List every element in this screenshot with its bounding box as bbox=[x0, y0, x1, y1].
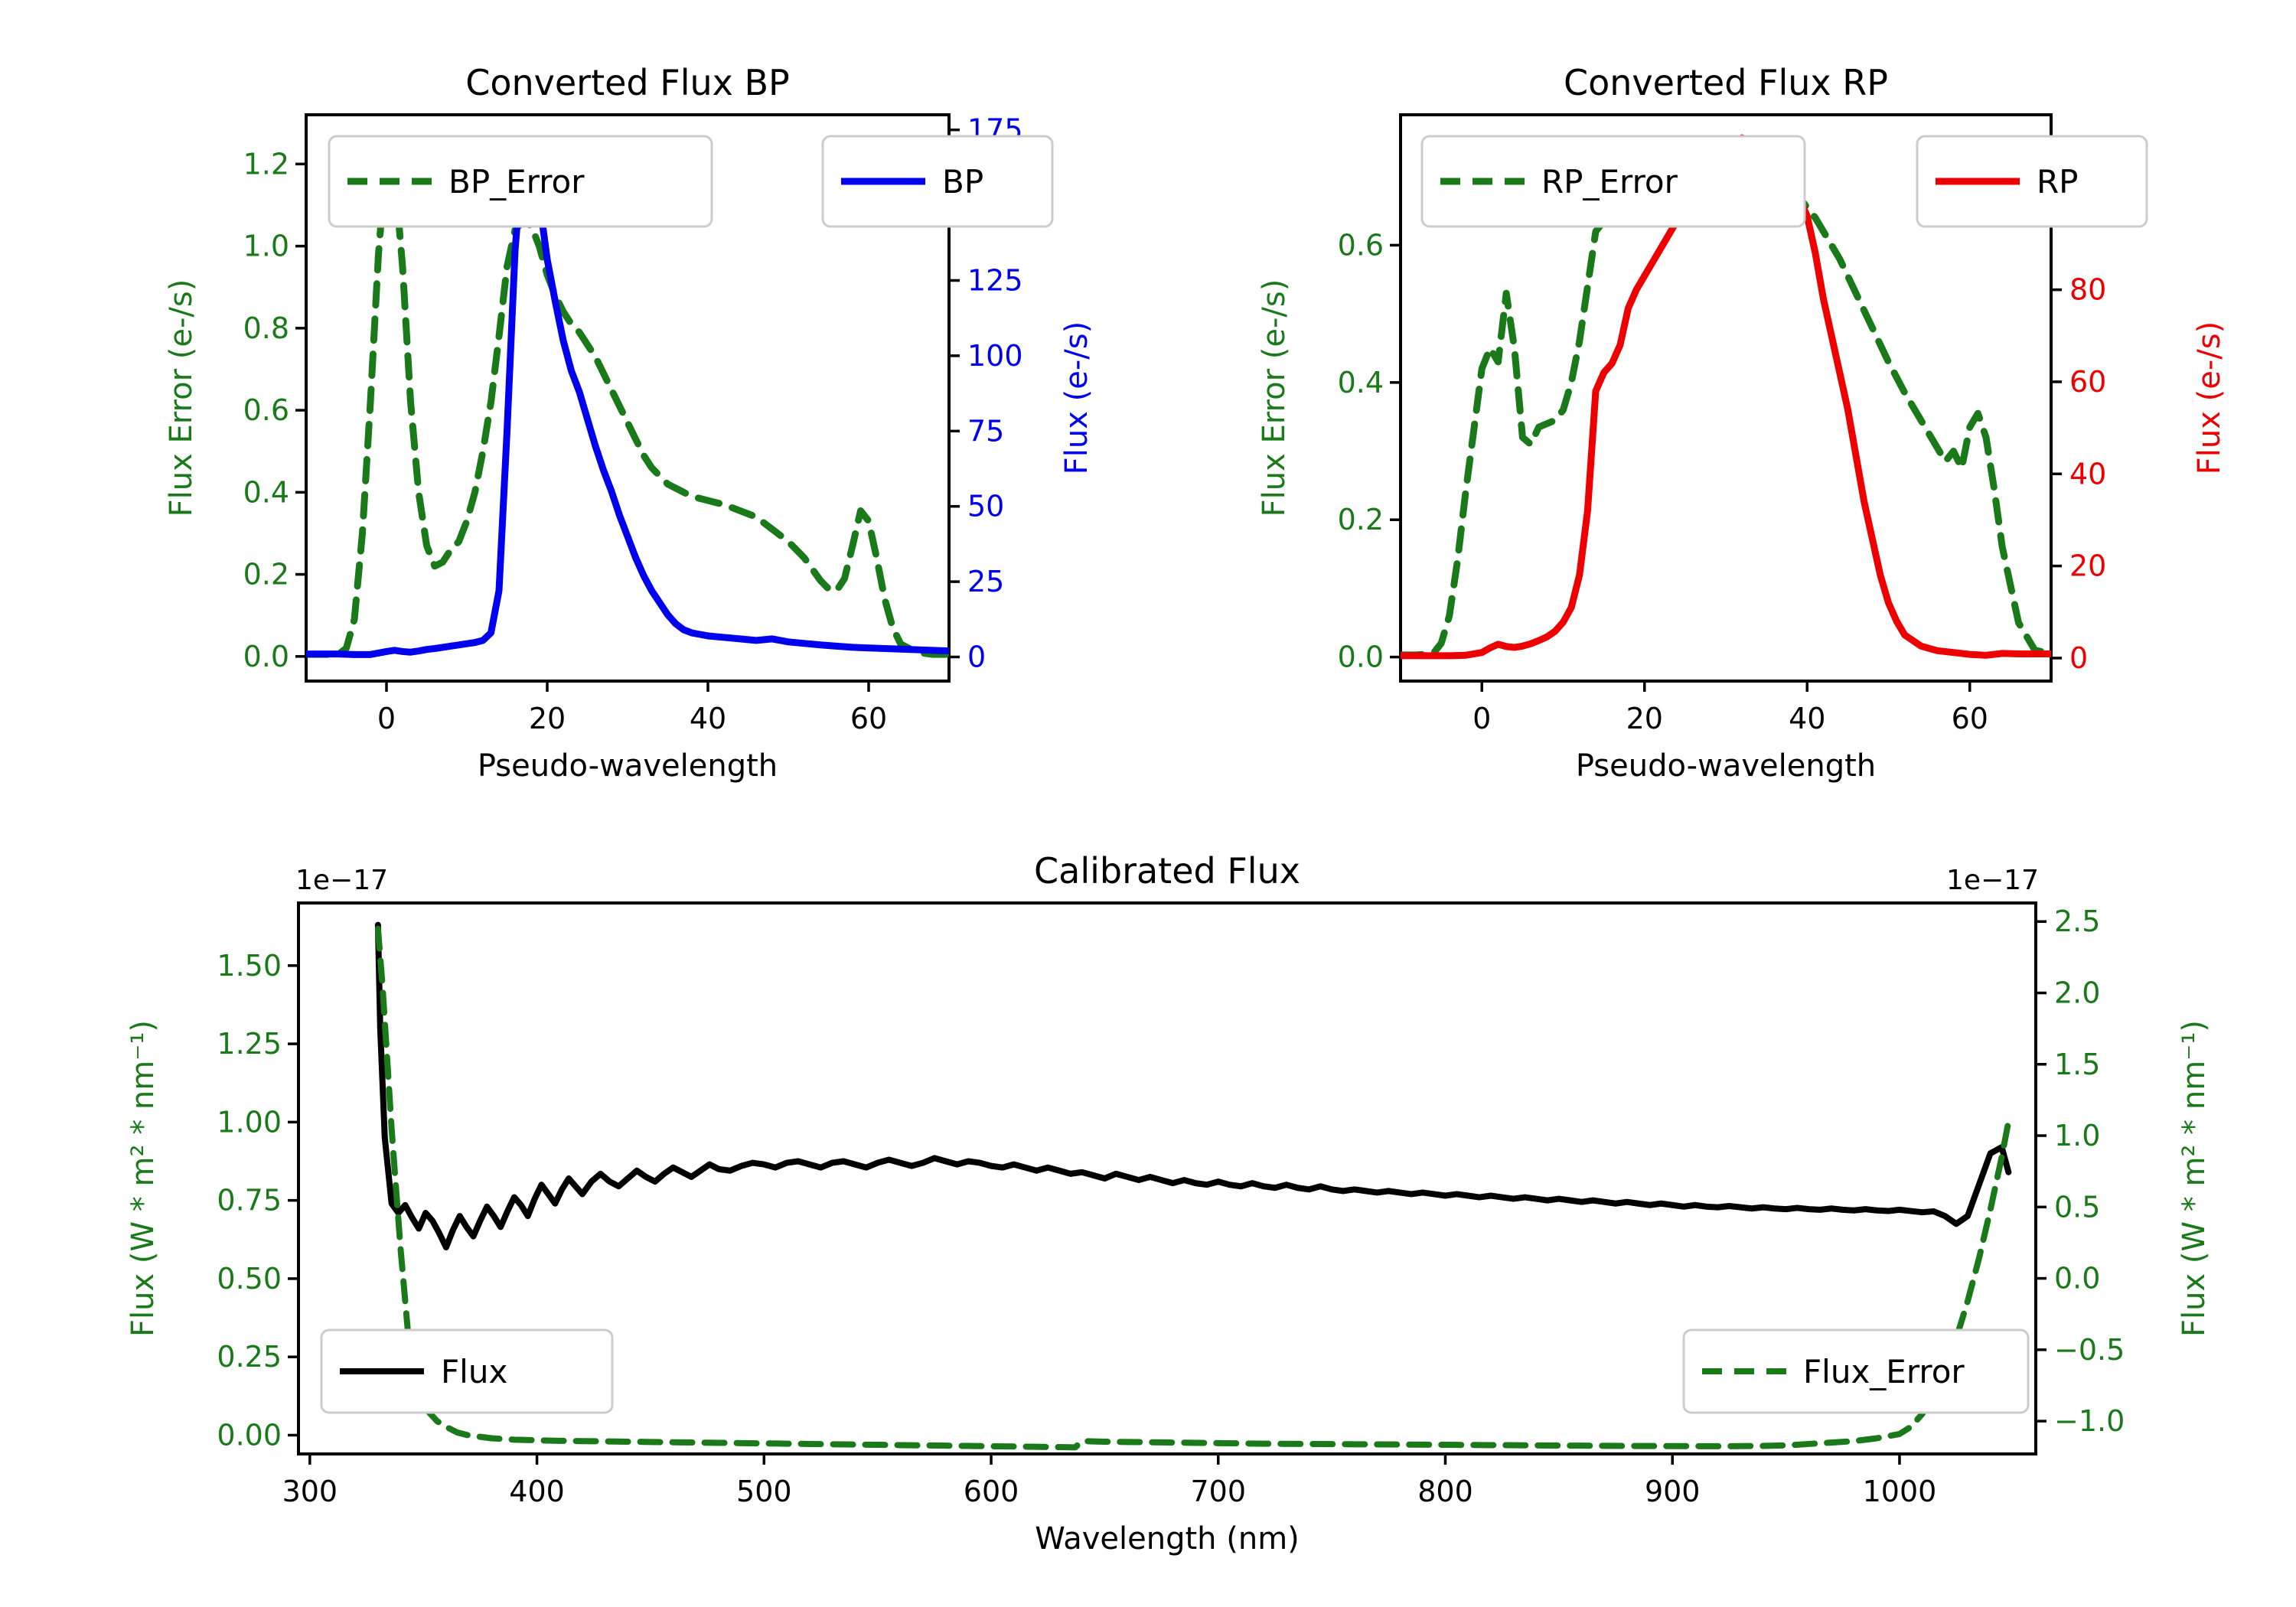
y-tick-label-right: 0 bbox=[2069, 641, 2088, 675]
series-line-bp_error bbox=[306, 152, 949, 658]
x-tick-label: 900 bbox=[1645, 1475, 1701, 1508]
legend-label-flux_error: Flux_Error bbox=[1803, 1353, 1965, 1390]
legend-bp[interactable]: BP bbox=[821, 135, 1054, 228]
legend-flux_error[interactable]: Flux_Error bbox=[1682, 1328, 2030, 1414]
y-tick-label-left: 0.2 bbox=[243, 558, 289, 592]
y-tick-label-right: 80 bbox=[2069, 273, 2106, 307]
y-tick-label-left: 0.8 bbox=[243, 311, 289, 345]
x-tick-label: 800 bbox=[1417, 1475, 1473, 1508]
y-tick-label-right: 0 bbox=[967, 641, 986, 674]
plot-frame bbox=[305, 113, 951, 683]
calibrated_flux-canvas: Calibrated Flux 1e−17 1e−17 300 400 500 600 700… bbox=[126, 850, 2212, 1556]
legend-bp_error[interactable]: BP_Error bbox=[328, 135, 713, 228]
converted_flux_bp-canvas: Converted Flux BP 0 20 40 60 Pseudo-wavelengt… bbox=[164, 62, 1094, 784]
y-tick-label-right: 0.0 bbox=[2054, 1262, 2100, 1296]
y-tick-label-right: 1.0 bbox=[2054, 1119, 2100, 1152]
y-tick-label-right: −0.5 bbox=[2054, 1333, 2125, 1367]
y-tick-label-right: 25 bbox=[967, 565, 1004, 598]
y-tick-label-left: 0.6 bbox=[1338, 228, 1384, 262]
y-axis-label-left: Flux (W * m² * nm⁻¹) bbox=[126, 1020, 161, 1337]
y-tick-label-left: 1.2 bbox=[243, 147, 289, 181]
legend-rp[interactable]: RP bbox=[1916, 135, 2148, 228]
y-tick-label-left: 0.75 bbox=[217, 1184, 282, 1217]
x-tick-label: 40 bbox=[690, 702, 726, 735]
y-tick-label-right: 100 bbox=[967, 339, 1023, 373]
x-tick-label: 400 bbox=[509, 1475, 565, 1508]
y-tick-label-right: 2.0 bbox=[2054, 976, 2100, 1010]
y-tick-label-left: 0.0 bbox=[243, 640, 289, 673]
x-tick-label: 500 bbox=[736, 1475, 792, 1508]
x-tick-label: 700 bbox=[1190, 1475, 1246, 1508]
y-tick-label-right: 125 bbox=[967, 263, 1023, 297]
y-tick-label-right: 1.5 bbox=[2054, 1048, 2100, 1081]
x-axis-label: Wavelength (nm) bbox=[1035, 1521, 1300, 1556]
offset-text-right: 1e−17 bbox=[1946, 865, 2039, 896]
y-tick-label-left: 1.50 bbox=[217, 949, 282, 983]
series-line-flux bbox=[374, 921, 2012, 1250]
x-tick-label: 0 bbox=[377, 702, 396, 735]
y-axis-label-right: Flux (e-/s) bbox=[2192, 321, 2227, 474]
subplot-calibrated-flux: Calibrated Flux 1e−17 1e−17 300 400 500 600 700… bbox=[0, 834, 2296, 1607]
y-tick-label-left: 0.00 bbox=[217, 1418, 282, 1452]
y-tick-label-right: 2.5 bbox=[2054, 905, 2100, 938]
y-tick-label-left: 0.2 bbox=[1338, 503, 1384, 536]
y-tick-label-left: 0.25 bbox=[217, 1340, 282, 1374]
converted_flux_bp-title: Converted Flux BP bbox=[465, 62, 790, 103]
x-tick-label: 60 bbox=[850, 702, 887, 735]
x-tick-label: 1000 bbox=[1863, 1475, 1937, 1508]
y-tick-label-left: 0.4 bbox=[1338, 366, 1384, 399]
legend-label-bp_error: BP_Error bbox=[448, 163, 585, 200]
legend-flux[interactable]: Flux bbox=[320, 1328, 614, 1414]
x-tick-label: 600 bbox=[964, 1475, 1019, 1508]
y-axis-label-left: Flux Error (e-/s) bbox=[1257, 279, 1292, 517]
y-tick-label-right: 75 bbox=[967, 414, 1004, 448]
legend-label-bp: BP bbox=[942, 163, 983, 200]
x-axis-label: Pseudo-wavelength bbox=[478, 748, 778, 784]
plot-frame bbox=[297, 901, 2037, 1455]
legend-label-flux: Flux bbox=[441, 1353, 507, 1390]
y-tick-label-left: 0.6 bbox=[243, 393, 289, 427]
converted_flux_rp-canvas: Converted Flux RP 0 20 40 60 Pseudo-wavelengt… bbox=[1257, 62, 2227, 784]
y-axis-label-right: Flux (e-/s) bbox=[1059, 321, 1094, 474]
subplot-converted-flux-rp: Converted Flux RP 0 20 40 60 Pseudo-wavelengt… bbox=[1148, 46, 2296, 834]
x-tick-label: 300 bbox=[282, 1475, 338, 1508]
subplot-converted-flux-bp: Converted Flux BP 0 20 40 60 Pseudo-wavelengt… bbox=[0, 46, 1148, 834]
y-tick-label-right: 50 bbox=[967, 490, 1004, 523]
y-tick-label-left: 1.00 bbox=[217, 1105, 282, 1139]
x-tick-label: 0 bbox=[1473, 702, 1491, 735]
x-tick-label: 40 bbox=[1789, 702, 1825, 735]
converted_flux_rp-title: Converted Flux RP bbox=[1564, 62, 1888, 103]
y-tick-label-right: −1.0 bbox=[2054, 1404, 2125, 1438]
calibrated_flux-title: Calibrated Flux bbox=[1034, 850, 1300, 892]
x-axis-label: Pseudo-wavelength bbox=[1576, 748, 1876, 784]
series-line-bp bbox=[306, 147, 949, 658]
y-tick-label-right: 40 bbox=[2069, 457, 2106, 491]
legend-label-rp: RP bbox=[2037, 163, 2079, 200]
offset-text-left: 1e−17 bbox=[295, 865, 388, 896]
series-line-flux_error bbox=[374, 925, 2012, 1451]
y-tick-label-left: 1.25 bbox=[217, 1027, 282, 1061]
x-tick-label: 60 bbox=[1952, 702, 1988, 735]
y-tick-label-right: 60 bbox=[2069, 365, 2106, 399]
y-axis-label-right: Flux (W * m² * nm⁻¹) bbox=[2177, 1020, 2212, 1337]
y-tick-label-left: 1.0 bbox=[243, 230, 289, 263]
y-tick-label-right: 0.5 bbox=[2054, 1190, 2100, 1224]
y-tick-label-left: 0.4 bbox=[243, 475, 289, 509]
y-tick-label-right: 20 bbox=[2069, 549, 2106, 583]
y-axis-label-left: Flux Error (e-/s) bbox=[164, 279, 199, 517]
y-tick-label-left: 0.0 bbox=[1338, 641, 1384, 674]
plot-frame bbox=[1399, 113, 2053, 683]
y-tick-label-left: 0.50 bbox=[217, 1262, 282, 1296]
legend-label-rp_error: RP_Error bbox=[1541, 163, 1678, 200]
x-tick-label: 20 bbox=[1626, 702, 1663, 735]
legend-rp_error[interactable]: RP_Error bbox=[1420, 135, 1806, 228]
x-tick-label: 20 bbox=[529, 702, 566, 735]
